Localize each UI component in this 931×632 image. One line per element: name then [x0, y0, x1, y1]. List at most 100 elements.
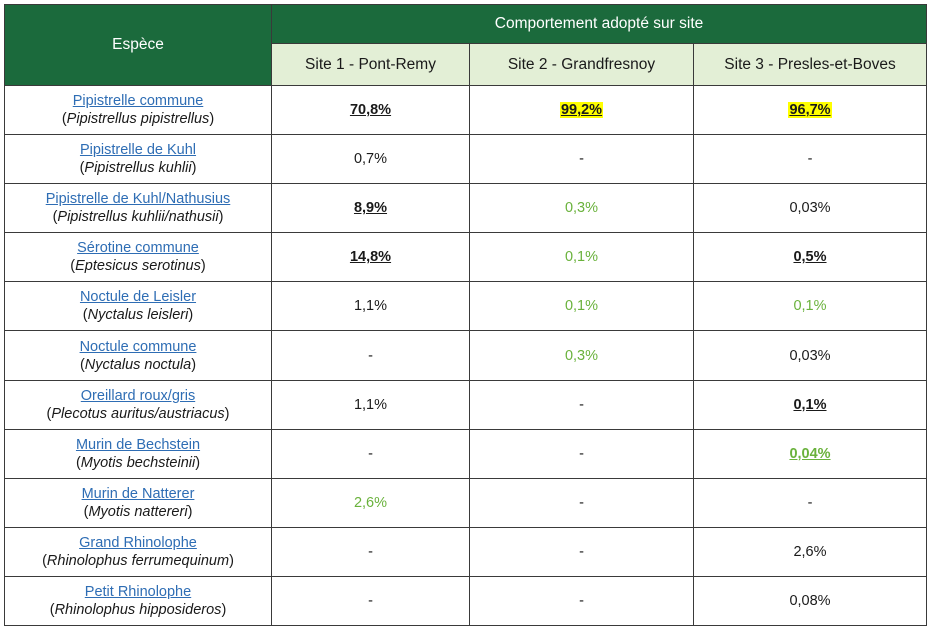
percentage-value: 0,3% — [564, 347, 599, 364]
species-name-link[interactable]: Noctule de Leisler — [79, 289, 197, 306]
percentage-value: - — [579, 494, 584, 511]
site-3-value-cell: 2,6% — [692, 526, 928, 577]
scientific-name: (Pipistrellus kuhlii/nathusii) — [52, 209, 224, 226]
table-body: Pipistrelle commune (Pipistrellus pipistr… — [4, 84, 928, 627]
percentage-value: 0,03% — [789, 200, 831, 217]
species-cell: Oreillard roux/gris (Plecotus auritus/aus… — [4, 379, 272, 430]
percentage-value: 2,6% — [353, 494, 388, 511]
species-name-link[interactable]: Sérotine commune — [77, 240, 199, 257]
scientific-name: (Myotis nattereri) — [83, 503, 193, 520]
percentage-value: 0,1% — [793, 298, 827, 315]
percentage-value: 1,1% — [353, 396, 388, 413]
species-cell: Pipistrelle de Kuhl/Nathusius (Pipistrell… — [4, 183, 272, 234]
table-row: Pipistrelle de Kuhl (Pipistrellus kuhlii)… — [4, 134, 928, 185]
scientific-name-text: Plecotus auritus/austriacus — [51, 405, 225, 422]
site-3-value-cell: 96,7% — [692, 84, 928, 136]
species-cell: Pipistrelle de Kuhl (Pipistrellus kuhlii) — [4, 134, 272, 185]
site-1-value-cell: - — [271, 428, 470, 479]
species-cell: Noctule de Leisler (Nyctalus leisleri) — [4, 281, 272, 332]
site-2-value-cell: 0,3% — [469, 330, 694, 381]
scientific-name: (Pipistrellus pipistrellus) — [61, 111, 215, 128]
behavior-group-label: Comportement adopté sur site — [494, 15, 704, 32]
scientific-name: (Pipistrellus kuhlii) — [79, 160, 197, 177]
site-2-value-cell: 99,2% — [469, 84, 694, 136]
scientific-name: (Nyctalus noctula) — [79, 356, 197, 373]
species-header-label: Espèce — [112, 36, 164, 53]
percentage-value: 0,5% — [793, 249, 827, 266]
site-3-label: Site 3 - Presles-et-Boves — [724, 55, 896, 73]
species-name-link[interactable]: Pipistrelle de Kuhl/Nathusius — [45, 191, 231, 208]
scientific-name: (Nyctalus leisleri) — [82, 307, 194, 324]
percentage-value: 70,8% — [349, 102, 392, 119]
percentage-value: 0,08% — [789, 592, 831, 609]
table-row: Noctule commune (Nyctalus noctula) - 0,3% 0,… — [4, 330, 928, 381]
scientific-name-text: Myotis bechsteinii — [80, 454, 196, 471]
species-cell: Grand Rhinolophe (Rhinolophus ferrumequin… — [4, 526, 272, 577]
scientific-name-text: Nyctalus leisleri — [87, 307, 189, 324]
site-3-value-cell: 0,08% — [692, 575, 928, 627]
site-3-value-cell: 0,03% — [692, 183, 928, 234]
site-3-value-cell: 0,04% — [692, 428, 928, 479]
percentage-value: 0,1% — [564, 298, 599, 315]
site-3-value-cell: 0,03% — [692, 330, 928, 381]
percentage-value: - — [579, 592, 584, 609]
percentage-value: 0,3% — [564, 200, 599, 217]
percentage-value: 1,1% — [353, 298, 388, 315]
site-1-value-cell: 14,8% — [271, 232, 470, 283]
site-3-value-cell: 0,1% — [692, 379, 928, 430]
table-row: Murin de Natterer (Myotis nattereri) 2,6% -… — [4, 477, 928, 528]
site-3-value-cell: - — [692, 477, 928, 528]
table-row: Noctule de Leisler (Nyctalus leisleri) 1,1… — [4, 281, 928, 332]
site-2-value-cell: - — [469, 526, 694, 577]
species-column-header: Espèce — [4, 4, 272, 86]
site-1-header: Site 1 - Pont-Remy — [271, 43, 470, 86]
scientific-name: (Rhinolophus hipposideros) — [49, 601, 227, 618]
scientific-name: (Myotis bechsteinii) — [75, 454, 201, 471]
percentage-value: - — [579, 151, 584, 168]
site-2-value-cell: 0,3% — [469, 183, 694, 234]
percentage-value: 99,2% — [559, 102, 604, 119]
site-1-value-cell: 2,6% — [271, 477, 470, 528]
percentage-value: 0,03% — [789, 347, 831, 364]
percentage-value: 14,8% — [349, 249, 392, 266]
percentage-value: 0,1% — [564, 249, 599, 266]
species-name-link[interactable]: Petit Rhinolophe — [84, 583, 192, 600]
percentage-value: 0,7% — [353, 151, 388, 168]
percentage-value: - — [807, 494, 813, 511]
species-name-link[interactable]: Noctule commune — [79, 338, 197, 355]
table-row: Oreillard roux/gris (Plecotus auritus/aus… — [4, 379, 928, 430]
percentage-value: - — [579, 445, 584, 462]
species-name-link[interactable]: Grand Rhinolophe — [79, 534, 197, 551]
species-cell: Noctule commune (Nyctalus noctula) — [4, 330, 272, 381]
species-cell: Murin de Natterer (Myotis nattereri) — [4, 477, 272, 528]
site-1-value-cell: - — [271, 575, 470, 627]
percentage-value: - — [368, 347, 373, 364]
site-3-value-cell: 0,5% — [692, 232, 928, 283]
species-name-link[interactable]: Pipistrelle commune — [72, 93, 204, 110]
site-2-value-cell: 0,1% — [469, 281, 694, 332]
percentage-value: 0,1% — [793, 396, 827, 413]
scientific-name-text: Pipistrellus pipistrellus — [66, 111, 210, 128]
percentage-value: 96,7% — [788, 102, 832, 119]
percentage-value: 8,9% — [353, 200, 388, 217]
site-3-value-cell: - — [692, 134, 928, 185]
site-2-value-cell: - — [469, 428, 694, 479]
percentage-value: - — [368, 592, 373, 609]
scientific-name: (Rhinolophus ferrumequinum) — [42, 552, 234, 569]
site-1-value-cell: 70,8% — [271, 84, 470, 136]
percentage-value: - — [807, 151, 813, 168]
site-3-header: Site 3 - Presles-et-Boves — [692, 43, 928, 86]
species-name-link[interactable]: Murin de Bechstein — [75, 436, 201, 453]
species-cell: Petit Rhinolophe (Rhinolophus hipposidero… — [4, 575, 272, 627]
site-1-value-cell: 0,7% — [271, 134, 470, 185]
scientific-name-text: Nyctalus noctula — [84, 356, 192, 373]
site-2-value-cell: - — [469, 379, 694, 430]
percentage-value: 0,04% — [789, 445, 831, 462]
table-row: Petit Rhinolophe (Rhinolophus hipposidero… — [4, 575, 928, 627]
species-name-link[interactable]: Oreillard roux/gris — [80, 387, 196, 404]
species-name-link[interactable]: Pipistrelle de Kuhl — [79, 142, 197, 159]
species-name-link[interactable]: Murin de Natterer — [81, 485, 195, 502]
table-row: Sérotine commune (Eptesicus serotinus) 14,… — [4, 232, 928, 283]
table-row: Pipistrelle de Kuhl/Nathusius (Pipistrell… — [4, 183, 928, 234]
percentage-value: 2,6% — [793, 543, 827, 560]
